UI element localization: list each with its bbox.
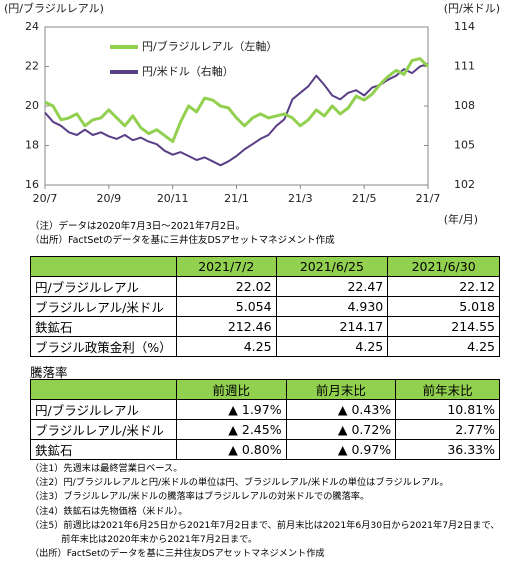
header-cell: 前週比: [176, 379, 287, 400]
cell: ▲ 2.45%: [176, 419, 287, 440]
row: ブラジルレアル/米ドル 5.054 4.930 5.018: [30, 296, 500, 317]
header-cell: [30, 379, 177, 400]
y-tick-label: 20: [25, 99, 39, 112]
y2-axis-label: (円/米ドル): [444, 2, 500, 15]
row: 鉄鉱石 ▲ 0.80% ▲ 0.97% 36.33%: [30, 439, 500, 460]
x-tick-label: 21/5: [352, 192, 377, 205]
cell: 4.930: [275, 296, 389, 317]
chart-source: （出所）FactSetのデータを基に三井住友DSアセットマネジメント作成: [30, 235, 335, 246]
cell: 22.02: [176, 276, 277, 297]
cell: 4.25: [387, 336, 500, 357]
row-label: ブラジルレアル/米ドル: [30, 296, 177, 317]
header-row: 前週比 前月末比 前年末比: [30, 379, 500, 400]
row-label: ブラジル政策金利（%）: [30, 336, 177, 357]
cell: ▲ 0.97%: [285, 439, 397, 460]
row: 鉄鉱石 212.46 214.17 214.55: [30, 316, 500, 337]
cell: ▲ 0.80%: [176, 439, 287, 460]
row-label: 円/ブラジルレアル: [30, 276, 177, 297]
y2-tick-label: 114: [454, 20, 475, 33]
section-label: 騰落率: [30, 365, 68, 380]
cell: ▲ 1.97%: [176, 399, 287, 420]
y2-tick-label: 111: [454, 60, 475, 73]
cell: 4.25: [275, 336, 389, 357]
cell: 22.12: [387, 276, 500, 297]
x-tick-label: 21/1: [224, 192, 249, 205]
note-line: （注2）円/ブラジルレアルと円/米ドルの単位は円、ブラジルレアル/米ドルの単位は…: [30, 477, 449, 489]
cell: 22.47: [275, 276, 389, 297]
note-line: （出所）FactSetのデータを基に三井住友DSアセットマネジメント作成: [30, 548, 325, 560]
x-axis-label: (年/月): [444, 212, 478, 226]
y-tick-label: 18: [25, 139, 39, 152]
notes: （注1）先週末は最終営業日ベース。 （注2）円/ブラジルレアルと円/米ドルの単位は…: [30, 462, 508, 561]
line-series: [44, 57, 430, 144]
y-axis-label: (円/ブラジルレアル): [4, 1, 104, 15]
cell: ▲ 0.72%: [285, 419, 397, 440]
header-row: 2021/7/2 2021/6/25 2021/6/30: [30, 256, 500, 277]
row: ブラジル政策金利（%） 4.25 4.25 4.25: [30, 336, 500, 357]
note-line: （注3）ブラジルレアル/米ドルの騰落率はブラジルレアルの対米ドルでの騰落率。: [30, 491, 370, 503]
y-tick-label: 22: [25, 60, 39, 73]
legend-label: 円/米ドル（右軸）: [142, 64, 234, 78]
row: 円/ブラジルレアル ▲ 1.97% ▲ 0.43% 10.81%: [30, 399, 500, 420]
table-changes: 前週比 前月末比 前年末比 円/ブラジルレアル ▲ 1.97% ▲ 0.43% 10.81%…: [30, 379, 500, 460]
note-line: （注5）前週比は2021年6月25日から2021年7月2日まで、前月末比は202…: [30, 519, 500, 546]
header-cell: 2021/6/25: [275, 256, 389, 277]
note-line: （注1）先週末は最終営業日ベース。: [30, 463, 183, 474]
y-tick-label: 24: [25, 20, 39, 33]
x-tick-label: 20/9: [96, 192, 121, 205]
header-cell: 前月末比: [285, 379, 397, 400]
cell: 5.054: [176, 296, 277, 317]
cell: 10.81%: [395, 399, 500, 420]
cell: 214.17: [275, 316, 389, 337]
legend-label: 円/ブラジルレアル（左軸）: [142, 39, 277, 53]
row-label: ブラジルレアル/米ドル: [30, 419, 177, 440]
y2-tick-label: 102: [454, 178, 475, 191]
header-cell: 前年末比: [395, 379, 500, 400]
header-cell: [30, 256, 177, 277]
y2-tick-label: 105: [454, 139, 475, 152]
row: 円/ブラジルレアル 22.02 22.47 22.12: [30, 276, 500, 297]
x-tick-label: 20/7: [33, 192, 58, 205]
header-cell: 2021/7/2: [176, 256, 277, 277]
line-series: [44, 62, 429, 167]
x-tick-label: 21/7: [416, 192, 441, 205]
x-tick-label: 21/3: [288, 192, 313, 205]
y-tick-label: 16: [25, 178, 39, 191]
table-levels: 2021/7/2 2021/6/25 2021/6/30 円/ブラジルレアル 22.02…: [30, 256, 500, 357]
header-cell: 2021/6/30: [387, 256, 500, 277]
cell: 2.77%: [395, 419, 500, 440]
row-label: 円/ブラジルレアル: [30, 399, 177, 420]
row-label: 鉄鉱石: [30, 439, 177, 460]
chart-note: （注）データは2020年7月3日～2021年7月2日。: [30, 221, 246, 232]
row-label: 鉄鉱石: [30, 316, 177, 337]
x-tick-label: 20/11: [157, 192, 189, 205]
cell: 5.018: [387, 296, 500, 317]
cell: 4.25: [176, 336, 277, 357]
note-line: （注4）鉄鉱石は先物価格（米ドル）。: [30, 505, 188, 517]
cell: 212.46: [176, 316, 277, 337]
chart: (円/ブラジルレアル) (円/米ドル) (年/月) 16 18 20 22 24 102 1…: [4, 1, 500, 226]
cell: 214.55: [387, 316, 500, 337]
cell: ▲ 0.43%: [285, 399, 397, 420]
cell: 36.33%: [395, 439, 500, 460]
row: ブラジルレアル/米ドル ▲ 2.45% ▲ 0.72% 2.77%: [30, 419, 500, 440]
y2-tick-label: 108: [454, 99, 475, 112]
